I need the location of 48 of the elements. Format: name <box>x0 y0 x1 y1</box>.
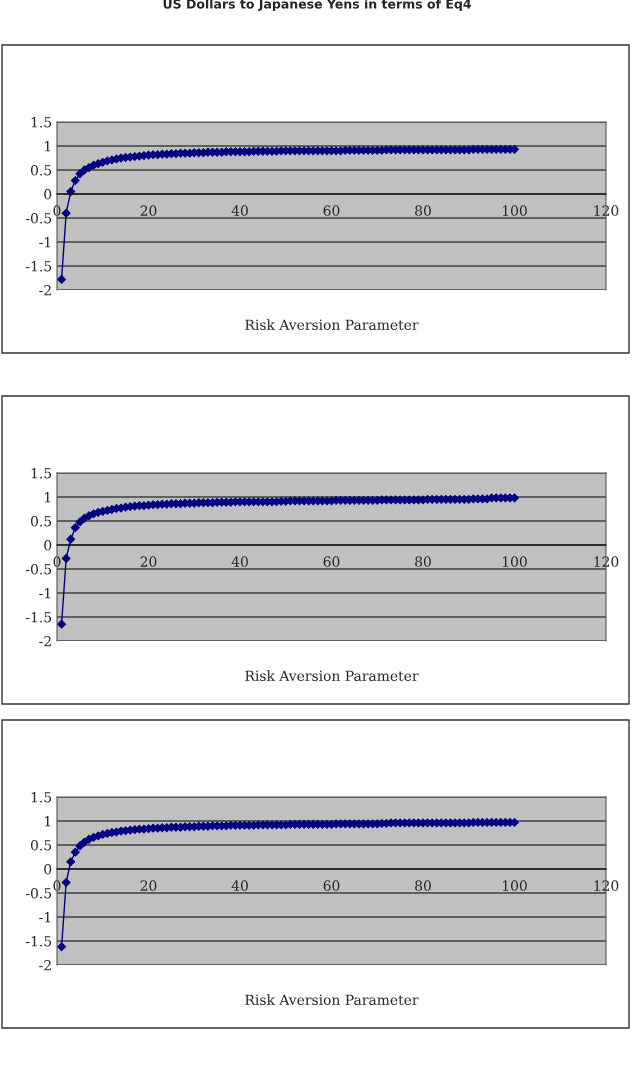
y-tick-label: -0.5 <box>25 563 52 575</box>
y-tick-label: 1.5 <box>31 116 52 128</box>
x-tick-label: 0 <box>53 205 61 216</box>
y-tick-label: -2 <box>39 284 51 296</box>
y-tick-label: -1.5 <box>25 260 52 272</box>
x-tick-label: 100 <box>502 205 527 216</box>
x-tick-label: 20 <box>140 556 157 567</box>
y-tick-label: -1.5 <box>25 935 52 947</box>
x-axis-title: Risk Aversion Parameter <box>245 670 419 682</box>
x-tick-label: 60 <box>323 205 340 216</box>
x-tick-label: 0 <box>53 556 61 567</box>
x-tick-label: 100 <box>502 556 527 567</box>
y-tick-label: -0.5 <box>25 212 52 224</box>
y-tick-label: -1.5 <box>25 611 52 623</box>
y-tick-label: 1.5 <box>31 467 52 479</box>
y-tick-label: 0 <box>44 188 52 200</box>
x-tick-label: 120 <box>594 205 619 216</box>
x-axis-title: Risk Aversion Parameter <box>245 319 419 331</box>
y-tick-label: -2 <box>39 635 51 647</box>
x-tick-label: 80 <box>415 880 431 891</box>
x-tick-label: 40 <box>231 205 248 216</box>
x-tick-label: 80 <box>415 556 431 567</box>
x-tick-label: 40 <box>231 880 248 891</box>
y-tick-label: -2 <box>39 959 51 971</box>
y-tick-label: 1 <box>45 815 51 827</box>
x-tick-label: 20 <box>140 880 157 891</box>
y-tick-label: -1 <box>39 236 51 248</box>
x-tick-label: 60 <box>323 880 340 891</box>
y-tick-label: 0 <box>44 863 52 875</box>
x-axis-title: Risk Aversion Parameter <box>245 994 419 1006</box>
x-tick-label: 120 <box>594 556 619 567</box>
x-tick-label: 0 <box>53 880 61 891</box>
y-tick-label: 1.5 <box>31 791 52 803</box>
x-tick-label: 40 <box>231 556 248 567</box>
y-tick-label: 0 <box>44 539 52 551</box>
y-tick-label: 1 <box>45 491 51 503</box>
y-tick-label: -1 <box>39 911 51 923</box>
y-tick-label: -1 <box>39 587 51 599</box>
y-tick-label: 0.5 <box>30 839 52 851</box>
x-tick-label: 120 <box>594 880 619 891</box>
x-tick-label: 80 <box>415 205 431 216</box>
x-tick-label: 60 <box>323 556 340 567</box>
x-tick-label: 20 <box>140 205 157 216</box>
x-tick-label: 100 <box>502 880 527 891</box>
y-tick-label: -0.5 <box>25 887 52 899</box>
y-tick-label: 1 <box>45 140 51 152</box>
y-tick-label: 0.5 <box>30 515 52 527</box>
y-tick-label: 0.5 <box>30 164 52 176</box>
